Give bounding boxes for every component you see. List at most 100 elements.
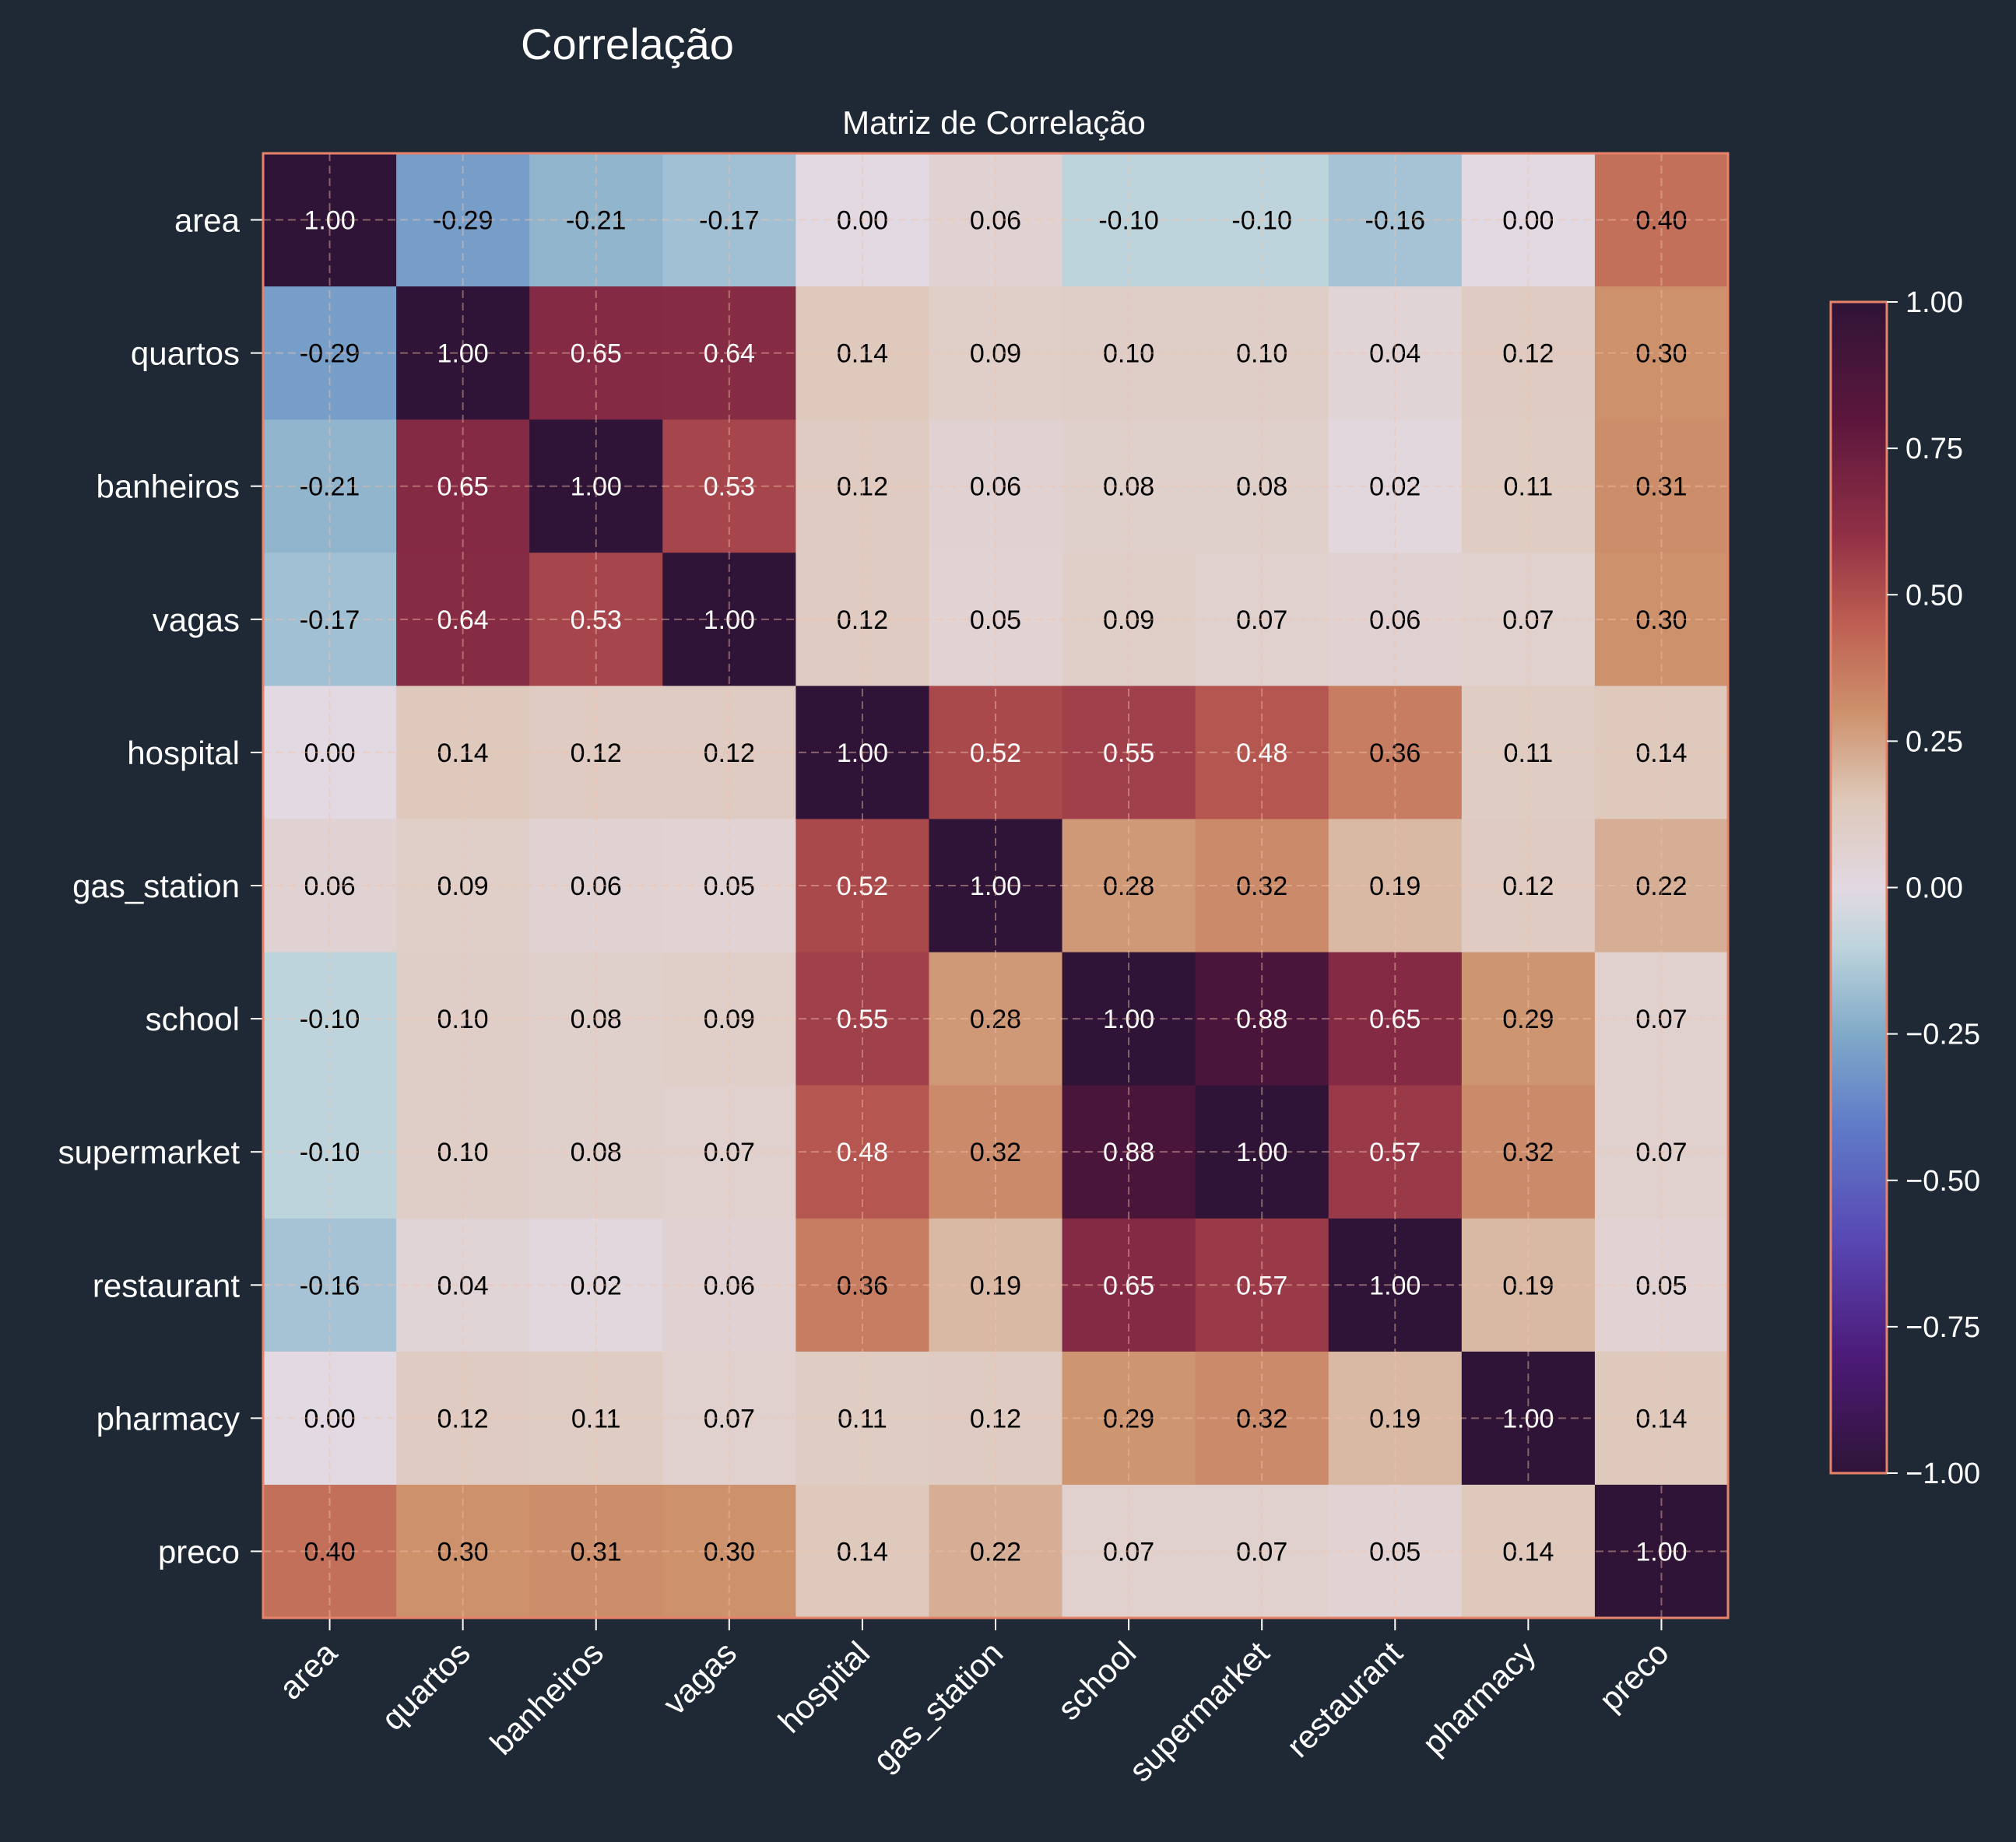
cell-value-label: 0.10 (437, 1005, 489, 1034)
cell-value-label: 0.36 (837, 1271, 888, 1300)
cell-value-label: 0.32 (1236, 1404, 1287, 1433)
cell-value-label: -0.21 (300, 472, 360, 502)
cell-value-label: -0.16 (300, 1271, 360, 1300)
cell-value-label: -0.29 (433, 206, 493, 236)
heatmap-cell (529, 153, 663, 287)
cell-value-label: 0.19 (1369, 1404, 1421, 1433)
cell-value-label: 0.07 (1635, 1138, 1687, 1167)
heatmap-cell (1195, 1351, 1329, 1486)
heatmap-cell (1328, 1484, 1463, 1619)
heatmap-cell (1594, 819, 1729, 953)
heatmap-cell (1195, 419, 1329, 553)
heatmap-cell (1328, 419, 1463, 553)
cell-value-label: 0.09 (970, 339, 1021, 369)
heatmap-cell (396, 1351, 530, 1486)
heatmap-cell (263, 153, 397, 287)
cell-value-label: 0.02 (1369, 472, 1421, 502)
cell-value-label: 0.30 (1635, 605, 1687, 635)
cell-value-label: 0.14 (1502, 1537, 1554, 1567)
heatmap-cell (662, 1484, 796, 1619)
heatmap-cell (529, 1484, 663, 1619)
cell-value-label: 0.32 (1236, 872, 1287, 901)
heatmap-cell (796, 686, 929, 819)
colorbar-tick-label: −0.50 (1905, 1165, 1980, 1198)
heatmap-cell (1461, 286, 1596, 420)
colorbar-tick-label: 0.75 (1905, 433, 1963, 465)
heatmap-cell (263, 819, 397, 953)
cell-value-label: 0.11 (571, 1404, 621, 1433)
chart-title: Matriz de Correlação (842, 104, 1146, 141)
heatmap-cell (662, 286, 796, 420)
heatmap-cell (263, 286, 397, 420)
cell-value-label: 0.07 (704, 1404, 755, 1433)
heatmap-cell (1594, 1218, 1729, 1353)
cell-value-label: 0.07 (704, 1138, 755, 1167)
y-tick-label: vagas (153, 602, 240, 638)
x-tick-label: pharmacy (1415, 1634, 1543, 1762)
heatmap-cell (929, 1085, 1063, 1219)
cell-value-label: 1.00 (304, 206, 355, 236)
heatmap-cell (796, 553, 929, 686)
x-tick-label: quartos (374, 1634, 477, 1737)
heatmap-cell (396, 1218, 530, 1353)
heatmap-cell (1062, 1484, 1196, 1619)
figure-suptitle: Correlação (521, 19, 734, 68)
heatmap-cell (929, 1484, 1063, 1619)
colorbar-tick-label: 0.25 (1905, 725, 1963, 758)
cell-value-label: 0.06 (970, 206, 1021, 236)
heatmap-cells: 1.00 -0.29 -0.21 -0.17 0.00 0.06 -0.10 -0.10 -0.… (263, 153, 1729, 1619)
cell-value-label: 0.40 (304, 1537, 355, 1567)
heatmap-cell (1328, 1085, 1463, 1219)
cell-value-label: -0.10 (300, 1005, 360, 1034)
cell-value-label: 0.02 (571, 1271, 622, 1300)
heatmap-cell (263, 419, 397, 553)
cell-value-label: 1.00 (1635, 1537, 1687, 1567)
cell-value-label: 0.05 (970, 605, 1021, 635)
heatmap-cell (796, 153, 929, 287)
cell-value-label: 1.00 (837, 739, 888, 768)
x-tick-label: area (272, 1634, 344, 1707)
heatmap-cell (1461, 1218, 1596, 1353)
heatmap-cell (396, 686, 530, 819)
cell-value-label: 0.06 (571, 872, 622, 901)
cell-value-label: 0.55 (837, 1005, 888, 1034)
heatmap-cell (796, 1085, 929, 1219)
cell-value-label: 0.10 (1103, 339, 1154, 369)
heatmap-cell (662, 1085, 796, 1219)
heatmap-cell (1062, 819, 1196, 953)
cell-value-label: 0.19 (1369, 872, 1421, 901)
cell-value-label: 0.31 (1635, 472, 1687, 502)
cell-value-label: 0.64 (704, 339, 755, 369)
heatmap-cell (1594, 686, 1729, 819)
cell-value-label: 0.65 (1103, 1271, 1154, 1300)
cell-value-label: 0.30 (437, 1537, 489, 1567)
cell-value-label: 0.06 (304, 872, 355, 901)
cell-value-label: 0.28 (970, 1005, 1021, 1034)
heatmap-cell (1062, 1218, 1196, 1353)
cell-value-label: 0.08 (1103, 472, 1154, 502)
colorbar-tick-label: −0.25 (1905, 1019, 1980, 1051)
cell-value-label: 0.00 (837, 206, 888, 236)
grid-lines (263, 153, 1728, 1618)
heatmap-cell (1461, 686, 1596, 819)
x-tick-label: gas_station (866, 1634, 1010, 1778)
heatmap-cell (796, 1484, 929, 1619)
cell-value-label: 0.48 (1236, 739, 1287, 768)
heatmap-cell (1328, 1218, 1463, 1353)
cell-value-label: 0.06 (970, 472, 1021, 502)
cell-value-label: 1.00 (1369, 1271, 1421, 1300)
cell-value-label: 0.10 (1236, 339, 1287, 369)
heatmap-cell (1328, 286, 1463, 420)
cell-value-label: 0.07 (1635, 1005, 1687, 1034)
cell-value-label: 0.05 (1635, 1271, 1687, 1300)
heatmap-cell (1062, 1085, 1196, 1219)
cell-value-label: 0.19 (970, 1271, 1021, 1300)
x-tick-label: vagas (656, 1634, 743, 1721)
cell-value-label: 0.53 (571, 605, 622, 635)
cell-value-label: 1.00 (571, 472, 622, 502)
cell-value-label: 0.12 (837, 472, 888, 502)
x-tick-label: banheiros (483, 1634, 610, 1762)
heatmap-cell (1062, 419, 1196, 553)
heatmap-cell (396, 419, 530, 553)
heatmap-cell (929, 153, 1063, 287)
